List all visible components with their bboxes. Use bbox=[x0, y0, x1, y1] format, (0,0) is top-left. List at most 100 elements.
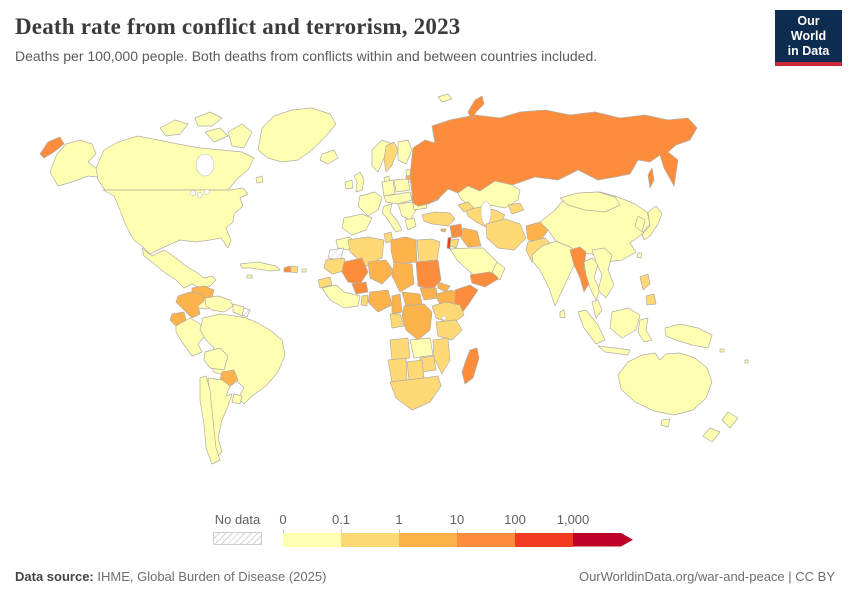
country-uk[interactable] bbox=[353, 171, 365, 193]
country-egypt[interactable] bbox=[416, 238, 441, 263]
country-jordan[interactable] bbox=[449, 238, 460, 249]
country-philippines-mindanao[interactable] bbox=[645, 293, 657, 306]
legend-bin-over-1000[interactable] bbox=[573, 533, 633, 547]
country-kyrgyz-tajik[interactable] bbox=[507, 202, 525, 215]
country-mexico[interactable] bbox=[141, 247, 217, 289]
country-philippines-luzon[interactable] bbox=[639, 273, 651, 291]
country-congo-gabon[interactable] bbox=[389, 313, 405, 329]
owid-logo[interactable]: Our World in Data bbox=[775, 10, 842, 66]
country-peru[interactable] bbox=[175, 317, 206, 357]
country-niger[interactable] bbox=[367, 259, 395, 285]
country-newfoundland[interactable] bbox=[255, 175, 264, 184]
country-cyprus[interactable] bbox=[440, 228, 447, 233]
country-svalbard[interactable] bbox=[437, 93, 453, 103]
country-mozambique[interactable] bbox=[432, 337, 451, 375]
country-poland[interactable] bbox=[393, 178, 411, 193]
country-sakhalin[interactable] bbox=[647, 167, 655, 189]
country-iceland[interactable] bbox=[319, 149, 339, 165]
country-jamaica[interactable] bbox=[246, 274, 253, 279]
country-uruguay[interactable] bbox=[231, 393, 243, 405]
country-arctic-island[interactable] bbox=[204, 127, 229, 143]
country-iberia[interactable] bbox=[341, 213, 373, 236]
country-namibia[interactable] bbox=[387, 357, 408, 383]
country-uganda-kenya[interactable] bbox=[431, 301, 465, 325]
country-borneo[interactable] bbox=[609, 307, 641, 339]
legend-bin-100-1000[interactable] bbox=[515, 533, 573, 547]
country-italy[interactable] bbox=[381, 203, 403, 233]
country-greenland[interactable] bbox=[257, 107, 337, 163]
country-madagascar[interactable] bbox=[461, 347, 480, 385]
country-sulawesi[interactable] bbox=[637, 317, 653, 343]
legend-bin-0.1-1[interactable] bbox=[341, 533, 399, 547]
country-burkina-faso[interactable] bbox=[351, 281, 369, 295]
country-guyana-suriname[interactable] bbox=[232, 303, 245, 317]
country-germany[interactable] bbox=[381, 179, 396, 197]
country-france[interactable] bbox=[357, 191, 383, 217]
country-ireland[interactable] bbox=[344, 179, 354, 190]
country-balkans[interactable] bbox=[397, 201, 417, 221]
country-iran[interactable] bbox=[485, 218, 527, 251]
country-mongolia[interactable] bbox=[559, 191, 621, 213]
country-new-zealand-north[interactable] bbox=[721, 411, 739, 429]
country-taiwan[interactable] bbox=[636, 252, 643, 259]
country-turkey[interactable] bbox=[421, 211, 456, 227]
country-yemen[interactable] bbox=[469, 271, 501, 288]
country-greece[interactable] bbox=[404, 217, 417, 231]
legend-bin-0-0.1[interactable] bbox=[283, 533, 341, 547]
country-iraq[interactable] bbox=[460, 227, 482, 248]
country-zambia[interactable] bbox=[409, 337, 434, 359]
country-sudan[interactable] bbox=[415, 259, 442, 291]
legend-bin-1-10[interactable] bbox=[399, 533, 457, 547]
country-venezuela[interactable] bbox=[204, 295, 234, 313]
country-eritrea[interactable] bbox=[437, 281, 451, 293]
country-puerto-rico[interactable] bbox=[301, 268, 307, 273]
country-dr-congo[interactable] bbox=[401, 303, 433, 341]
country-sweden[interactable] bbox=[383, 141, 399, 173]
country-central-african-republic[interactable] bbox=[401, 291, 423, 307]
legend-bin-10-100[interactable] bbox=[457, 533, 515, 547]
country-indochina[interactable] bbox=[591, 247, 615, 299]
country-korea[interactable] bbox=[634, 215, 646, 233]
country-canada[interactable] bbox=[95, 135, 255, 191]
country-french-guiana[interactable] bbox=[241, 307, 251, 318]
legend-no-data[interactable]: No data bbox=[213, 512, 262, 545]
country-arctic-island[interactable] bbox=[227, 123, 253, 149]
country-new-guinea[interactable] bbox=[664, 323, 713, 349]
country-tasmania[interactable] bbox=[660, 418, 671, 428]
country-fiji[interactable] bbox=[744, 359, 749, 364]
country-cameroon[interactable] bbox=[391, 293, 403, 315]
country-south-africa[interactable] bbox=[389, 375, 442, 411]
country-dominican-republic[interactable] bbox=[290, 265, 299, 274]
country-chile[interactable] bbox=[199, 375, 221, 465]
country-usa[interactable] bbox=[102, 187, 249, 255]
country-cuba[interactable] bbox=[239, 261, 281, 272]
country-sumatra[interactable] bbox=[577, 309, 606, 345]
country-japan[interactable] bbox=[641, 205, 663, 241]
country-sri-lanka[interactable] bbox=[559, 309, 566, 319]
country-south-sudan[interactable] bbox=[419, 287, 439, 301]
country-malaysia[interactable] bbox=[591, 299, 603, 319]
country-solomon-islands[interactable] bbox=[719, 348, 725, 353]
country-angola[interactable] bbox=[389, 337, 411, 361]
country-botswana[interactable] bbox=[406, 359, 425, 381]
country-arctic-island[interactable] bbox=[159, 119, 189, 137]
country-java[interactable] bbox=[597, 345, 631, 356]
country-australia[interactable] bbox=[617, 352, 713, 416]
footer-link[interactable]: OurWorldinData.org/war-and-peace | CC BY bbox=[578, 569, 835, 584]
country-alaska[interactable] bbox=[49, 139, 109, 187]
country-chad[interactable] bbox=[391, 261, 415, 293]
country-bolivia[interactable] bbox=[203, 347, 229, 371]
country-haiti[interactable] bbox=[283, 265, 292, 273]
country-arctic-island[interactable] bbox=[194, 111, 223, 127]
country-caucasus[interactable] bbox=[457, 201, 475, 213]
country-libya[interactable] bbox=[390, 236, 418, 265]
country-syria[interactable] bbox=[449, 223, 464, 239]
country-mauritania[interactable] bbox=[323, 257, 349, 275]
country-tanzania[interactable] bbox=[435, 319, 463, 341]
country-nigeria[interactable] bbox=[367, 289, 393, 313]
country-finland[interactable] bbox=[397, 139, 413, 165]
country-algeria[interactable] bbox=[347, 236, 385, 267]
country-afghanistan[interactable] bbox=[525, 221, 549, 243]
country-novaya-zemlya[interactable] bbox=[467, 95, 485, 121]
